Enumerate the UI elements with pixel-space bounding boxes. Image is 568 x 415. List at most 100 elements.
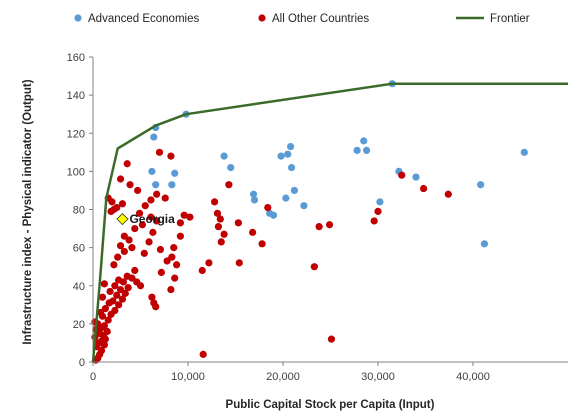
other-country-point [120, 232, 128, 240]
advanced-economy-point [353, 146, 361, 155]
frontier-line [91, 82, 568, 363]
other-country-point [123, 160, 131, 168]
annotation-layer: Georgia [116, 212, 175, 226]
other-country-point [217, 238, 225, 246]
advanced-economy-point [249, 190, 258, 198]
other-country-point [131, 224, 139, 233]
other-country-point [116, 175, 125, 183]
x-axis-label: Public Capital Stock per Capita (Input) [226, 399, 435, 411]
other-country-point [149, 228, 157, 236]
other-country-point [152, 303, 160, 311]
advanced-economy-point [152, 181, 160, 189]
georgia-label: Georgia [129, 212, 175, 226]
x-tick-label: 10,000 [171, 371, 205, 383]
other-country-point [315, 223, 323, 231]
other-country-point [134, 186, 142, 195]
advanced-economy-point [227, 163, 235, 172]
axes-layer: 0 20 40 60 80 100 120 140 160 0 10,000 20,000 30,000… [67, 52, 568, 383]
other-country-point [111, 282, 119, 290]
other-country-point [171, 274, 179, 282]
advanced-economy-point [412, 173, 420, 181]
other-country-point [398, 171, 406, 179]
other-country-point [214, 223, 222, 231]
other-country-point [111, 306, 119, 315]
y-tick-label: 140 [67, 90, 85, 102]
x-tick-label: 40,000 [456, 371, 490, 383]
other-country-point [147, 196, 155, 204]
advanced-economy-point [477, 181, 485, 189]
legend-label-other: All Other Countries [272, 13, 369, 25]
other-country-point [113, 291, 121, 299]
advanced-economy-point [520, 148, 528, 156]
other-country-point [106, 287, 114, 296]
other-country-point [156, 245, 165, 254]
points-layer [91, 80, 528, 364]
other-country-point [140, 249, 148, 257]
other-country-point [234, 219, 242, 227]
y-tick-label: 60 [73, 243, 85, 255]
other-country-point [216, 215, 224, 223]
other-country-point [157, 268, 165, 277]
other-country-point [198, 266, 206, 275]
other-country-point [131, 266, 139, 275]
other-country-point [225, 181, 233, 189]
advanced-economy-point [287, 163, 296, 172]
other-country-point [199, 350, 207, 358]
legend: Advanced Economies All Other Countries F… [74, 13, 530, 25]
other-country-point [173, 261, 181, 269]
other-country-point [116, 242, 125, 250]
other-country-point [170, 244, 178, 252]
advanced-economy-point [150, 133, 158, 141]
advanced-economy-point [171, 169, 179, 177]
advanced-economy-point [168, 181, 176, 189]
y-tick-label: 120 [67, 128, 85, 140]
other-country-point [444, 190, 452, 198]
advanced-economy-point [284, 150, 292, 158]
other-country-point [167, 285, 175, 294]
x-tick-label: 30,000 [361, 371, 395, 383]
other-country-point [235, 259, 243, 267]
other-country-point [109, 297, 117, 305]
legend-marker-advanced [74, 14, 82, 22]
advanced-economy-point [360, 137, 368, 145]
other-country-point [135, 209, 144, 217]
other-country-point [161, 194, 169, 202]
advanced-economy-point [277, 152, 285, 160]
other-country-point [128, 244, 136, 252]
other-country-point [118, 200, 127, 208]
other-country-point [100, 280, 108, 288]
x-tick-label: 20,000 [266, 371, 300, 383]
y-axis-label: Infrastructure index - Physical indicato… [22, 79, 34, 344]
other-country-point [120, 247, 128, 256]
other-country-point [420, 184, 428, 193]
other-country-point [104, 316, 112, 324]
advanced-economy-point [300, 202, 308, 210]
other-country-point [374, 207, 382, 216]
frontier-layer [91, 82, 568, 363]
other-country-point [153, 217, 161, 225]
advanced-economy-point [290, 186, 298, 195]
y-tick-label: 40 [73, 281, 85, 293]
georgia-marker [116, 212, 129, 226]
other-country-point [220, 230, 228, 238]
other-country-point [153, 190, 161, 198]
other-country-point [147, 213, 155, 221]
advanced-economy-point [282, 194, 290, 202]
y-tick-label: 20 [73, 319, 85, 331]
other-country-point [327, 335, 336, 343]
y-tick-label: 160 [67, 52, 85, 64]
legend-label-advanced: Advanced Economies [88, 13, 199, 25]
advanced-economy-point [269, 211, 278, 219]
other-country-point [118, 295, 127, 303]
other-country-point [126, 181, 134, 189]
other-country-point [98, 293, 107, 301]
legend-marker-other [258, 14, 266, 22]
legend-label-frontier: Frontier [490, 13, 530, 25]
other-country-point [167, 152, 175, 160]
advanced-economy-point [148, 167, 156, 175]
other-country-point [310, 263, 318, 271]
other-country-point [249, 228, 257, 236]
other-country-point [113, 203, 121, 212]
y-tick-label: 100 [67, 166, 85, 178]
other-country-point [176, 219, 184, 227]
